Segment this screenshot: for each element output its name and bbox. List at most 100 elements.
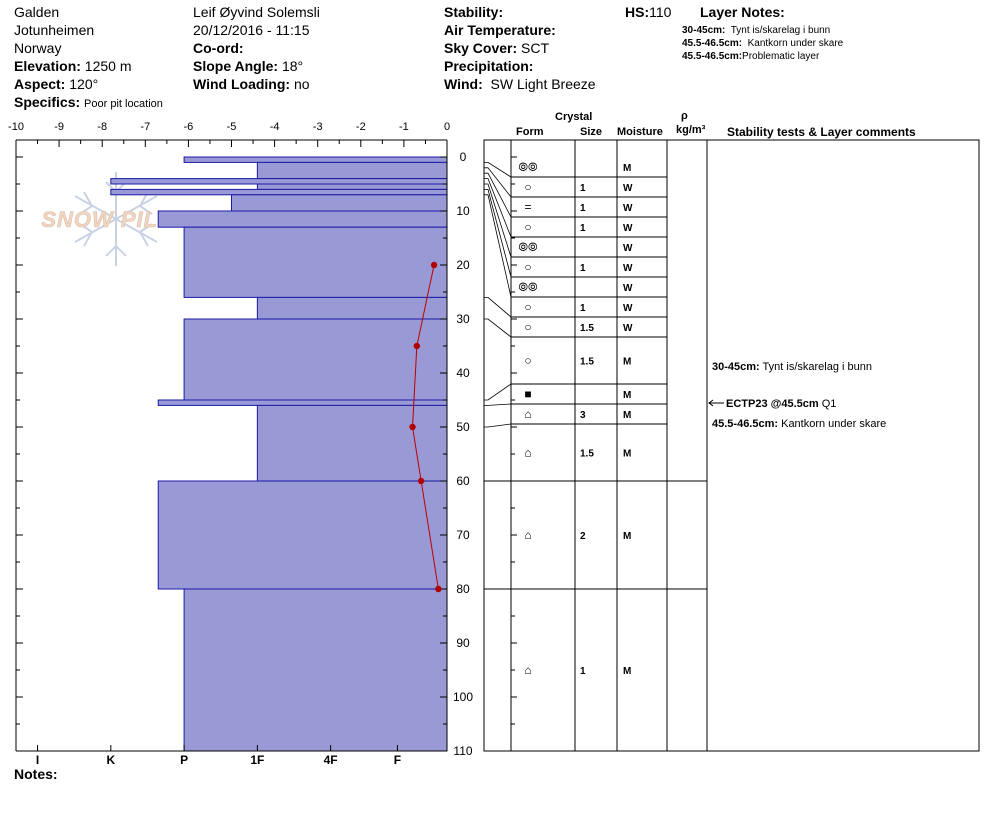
- moisture-header: Moisture: [617, 126, 663, 138]
- hs-value: 110: [649, 4, 672, 20]
- moisture-value: M: [623, 449, 631, 460]
- elevation: Elevation: 1250 m: [14, 58, 132, 74]
- aspect-label: Aspect:: [14, 76, 66, 92]
- layer-note-text: Kantkorn under skare: [747, 38, 844, 49]
- aspect-value: 120°: [69, 76, 99, 92]
- moisture-value: M: [623, 531, 631, 542]
- stability-label: Stability:: [444, 4, 504, 20]
- comment-bold: 45.5-46.5cm:: [712, 418, 778, 430]
- temperature-tick-label: -8: [97, 121, 107, 133]
- moisture-value: M: [623, 390, 631, 401]
- moisture-value: W: [623, 263, 633, 274]
- comment-bold: 30-45cm:: [712, 361, 760, 373]
- layer-connector: [484, 403, 512, 406]
- sky-cover-value: SCT: [521, 40, 550, 56]
- observer-name: Leif Øyvind Solemsli: [193, 4, 320, 20]
- hardness-layer-bar: [256, 404, 448, 482]
- hardness-layer-bar: [183, 156, 448, 163]
- density-unit: kg/m³: [676, 124, 706, 136]
- depth-tick-label: 50: [456, 420, 470, 434]
- hardness-layer-bar: [256, 296, 448, 320]
- crystal-table-frame: [483, 139, 980, 752]
- hardness-layer-bar: [231, 194, 448, 212]
- crystal-form-symbol: =: [524, 200, 531, 214]
- temperature-point: [417, 477, 425, 485]
- temperature-tick-label: -4: [270, 121, 280, 133]
- moisture-value: W: [623, 223, 633, 234]
- crystal-size: 1: [580, 263, 586, 274]
- specifics-label: Specifics:: [14, 94, 81, 110]
- country: Norway: [14, 40, 62, 56]
- stability-comments-header: Stability tests & Layer comments: [727, 125, 916, 139]
- layer-connector: [484, 188, 512, 278]
- hardness-layer-bar: [157, 480, 448, 590]
- layer-notes-label: Layer Notes:: [700, 4, 785, 20]
- hardness-layer-bar: [110, 188, 448, 196]
- layer-note-text: Tynt is/skarelag i bunn: [730, 25, 831, 36]
- crystal-size: 3: [580, 410, 586, 421]
- stability-comment: 30-45cm: Tynt is/skarelag i bunn: [712, 361, 872, 373]
- hardness-layer-bar: [110, 178, 448, 185]
- temperature-point: [413, 342, 421, 350]
- crystal-form-symbol: ⌂: [524, 407, 531, 421]
- moisture-value: M: [623, 357, 631, 368]
- moisture-value: W: [623, 323, 633, 334]
- size-header: Size: [580, 126, 603, 138]
- crystal-header: Crystal: [555, 111, 593, 123]
- crystal-form-symbol: ○: [524, 180, 531, 194]
- coord-label: Co-ord:: [193, 40, 244, 56]
- crystal-size: 2: [580, 531, 586, 542]
- temperature-tick-label: -2: [356, 121, 366, 133]
- moisture-value: M: [623, 163, 631, 174]
- layer-connector: [484, 172, 512, 218]
- slope-angle: Slope Angle: 18°: [193, 58, 303, 74]
- crystal-form-symbol: ⌂: [524, 528, 531, 542]
- location-name: Galden: [14, 4, 60, 20]
- depth-tick-label: 40: [456, 366, 470, 380]
- depth-tick-label: 20: [456, 258, 470, 272]
- crystal-size: 1: [580, 183, 586, 194]
- layer-note-range: 30-45cm:: [682, 25, 726, 36]
- layer-connector: [484, 167, 512, 198]
- sky-cover-label: Sky Cover:: [444, 40, 518, 56]
- layer-connector: [484, 178, 512, 238]
- density-rho: ρ: [681, 110, 688, 122]
- stability-comment: 45.5-46.5cm: Kantkorn under skare: [712, 418, 886, 430]
- slope-label: Slope Angle:: [193, 58, 279, 74]
- temperature-tick-label: -1: [399, 121, 409, 133]
- crystal-form-symbol: ○: [524, 220, 531, 234]
- temperature-tick-label: -7: [140, 121, 150, 133]
- crystal-form-symbol: ○: [524, 354, 531, 368]
- moisture-value: M: [623, 666, 631, 677]
- layer-connector: [484, 161, 512, 178]
- depth-tick-label: 70: [456, 528, 470, 542]
- layer-connector: [484, 423, 512, 428]
- layer-connector: [484, 194, 512, 298]
- temperature-tick-label: -10: [8, 121, 24, 133]
- crystal-form-symbol: ○: [524, 320, 531, 334]
- temperature-tick-label: -6: [184, 121, 194, 133]
- depth-tick-label: 90: [456, 636, 470, 650]
- crystal-form-symbol: ⌂: [524, 446, 531, 460]
- hardness-layer-bar: [183, 226, 448, 298]
- comment-bold: ECTP23 @45.5cm: [726, 398, 819, 410]
- snowflake-icon: [74, 172, 158, 266]
- moisture-value: W: [623, 243, 633, 254]
- specifics-value: Poor pit location: [84, 98, 163, 110]
- hardness-layer-bar: [256, 161, 448, 180]
- wind-label: Wind:: [444, 76, 483, 92]
- hardness-tick-label: 1F: [250, 753, 264, 767]
- temperature-point: [435, 585, 442, 593]
- layer-note-text: Problematic layer: [742, 51, 820, 62]
- layer-note: 45.5-46.5cm: Kantkorn under skare: [682, 38, 843, 50]
- hardness-tick-label: F: [394, 753, 401, 767]
- crystal-form-symbol: ⌂: [524, 663, 531, 677]
- crystal-form-symbol: ○: [524, 260, 531, 274]
- comment-arrow-head: [708, 399, 714, 407]
- comment-text: Tynt is/skarelag i bunn: [760, 361, 872, 373]
- air-temp-label: Air Temperature:: [444, 22, 556, 38]
- depth-tick-label: 60: [456, 474, 470, 488]
- hardness-tick-label: 4F: [324, 753, 338, 767]
- hs-label: HS:: [625, 4, 650, 20]
- crystal-form-symbol: ⦾⦾: [518, 240, 538, 254]
